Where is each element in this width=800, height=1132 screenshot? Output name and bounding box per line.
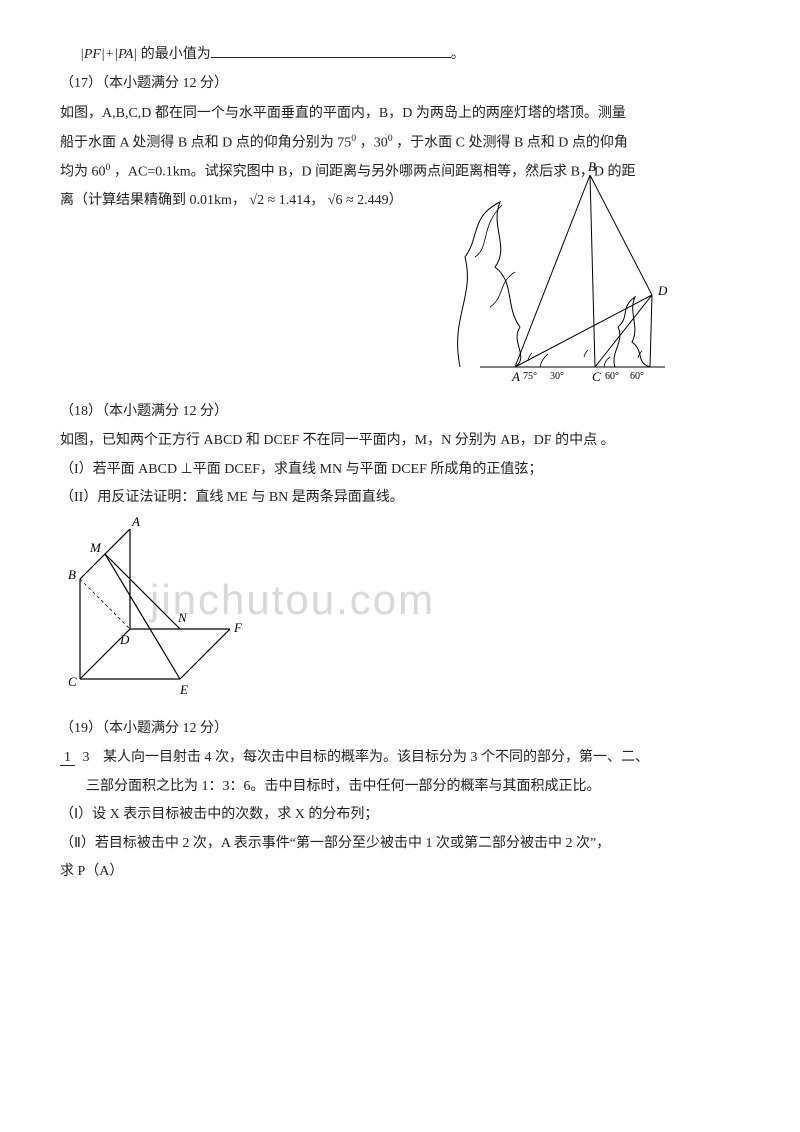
svg-text:B: B xyxy=(68,567,76,582)
q19-line1b: 三部分面积之比为 1：3：6。击中目标时，击中任何一部分的概率与其面积成正比。 xyxy=(86,774,740,801)
svg-text:E: E xyxy=(179,682,188,697)
period: 。 xyxy=(451,47,465,62)
q17-line2: 船于水面 A 处测得 B 点和 D 点的仰角分别为 750 ，300 ，于水面 … xyxy=(60,130,740,157)
blank-line xyxy=(211,43,451,58)
svg-text:F: F xyxy=(233,620,243,635)
svg-text:N: N xyxy=(177,610,188,625)
q18-header: （18）（本小题满分 12 分） xyxy=(60,399,740,426)
q19-line3: （Ⅱ）若目标被击中 2 次，A 表示事件“第一部分至少被击中 1 次或第二部分被… xyxy=(60,831,740,858)
q19-header: （19）（本小题满分 12 分） xyxy=(60,716,740,743)
svg-text:30°: 30° xyxy=(550,371,564,382)
svg-text:A: A xyxy=(511,369,520,384)
svg-text:D: D xyxy=(119,632,130,647)
fraction: 1 3 xyxy=(60,751,94,765)
q18-figure: A B C D E F M N xyxy=(60,514,250,704)
label: 的最小值为 xyxy=(141,47,211,62)
q18-line1: 如图，已知两个正方行 ABCD 和 DCEF 不在同一平面内，M，N 分别为 A… xyxy=(60,428,740,455)
q19-line1: 1 3 某人向一目射击 4 次，每次击中目标的概率为。该目标分为 3 个不同的部… xyxy=(60,745,740,772)
svg-text:75°: 75° xyxy=(523,371,537,382)
svg-text:M: M xyxy=(89,540,102,555)
svg-text:60°: 60° xyxy=(605,371,619,382)
q19-line4: 求 P（A） xyxy=(60,859,740,886)
q17-figure: B D A C 75° 30° 60° 60° xyxy=(420,157,680,387)
q17-header: （17）（本小题满分 12 分） xyxy=(60,71,740,98)
svg-text:C: C xyxy=(592,369,601,384)
svg-text:D: D xyxy=(657,283,668,298)
svg-text:B: B xyxy=(588,159,596,174)
q17-line1: 如图，A,B,C,D 都在同一个与水平面垂直的平面内，B，D 为两岛上的两座灯塔… xyxy=(60,101,740,128)
q19-line2: （Ⅰ）设 X 表示目标被击中的次数，求 X 的分布列； xyxy=(60,802,740,829)
q18-line2: （I）若平面 ABCD ⊥平面 DCEF，求直线 MN 与平面 DCEF 所成角… xyxy=(60,457,740,484)
svg-text:A: A xyxy=(131,514,140,529)
svg-text:60°: 60° xyxy=(630,371,644,382)
q18-line3: （II）用反证法证明：直线 ME 与 BN 是两条异面直线。 xyxy=(60,485,740,512)
svg-text:C: C xyxy=(68,674,77,689)
